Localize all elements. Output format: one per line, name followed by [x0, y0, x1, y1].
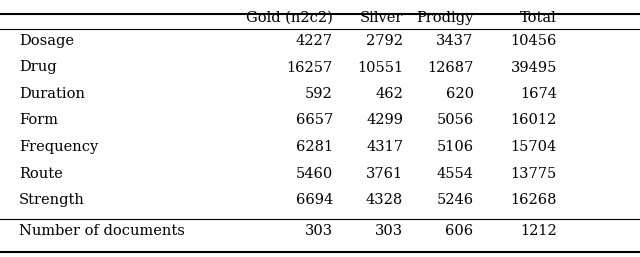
Text: 10551: 10551: [357, 60, 403, 75]
Text: 2792: 2792: [366, 34, 403, 48]
Text: 13775: 13775: [511, 167, 557, 180]
Text: 6281: 6281: [296, 140, 333, 154]
Text: 5056: 5056: [436, 114, 474, 127]
Text: Prodigy: Prodigy: [416, 11, 474, 25]
Text: 16257: 16257: [287, 60, 333, 75]
Text: 12687: 12687: [428, 60, 474, 75]
Text: Gold (n2c2): Gold (n2c2): [246, 11, 333, 25]
Text: Silver: Silver: [360, 11, 403, 25]
Text: Strength: Strength: [19, 193, 85, 207]
Text: Form: Form: [19, 114, 58, 127]
Text: 4317: 4317: [366, 140, 403, 154]
Text: 5106: 5106: [436, 140, 474, 154]
Text: Total: Total: [520, 11, 557, 25]
Text: 1212: 1212: [520, 224, 557, 238]
Text: 5246: 5246: [436, 193, 474, 207]
Text: 39495: 39495: [511, 60, 557, 75]
Text: 3437: 3437: [436, 34, 474, 48]
Text: 620: 620: [445, 87, 474, 101]
Text: Number of documents: Number of documents: [19, 224, 185, 238]
Text: 5460: 5460: [296, 167, 333, 180]
Text: 303: 303: [305, 224, 333, 238]
Text: 6694: 6694: [296, 193, 333, 207]
Text: 15704: 15704: [511, 140, 557, 154]
Text: 592: 592: [305, 87, 333, 101]
Text: 16012: 16012: [511, 114, 557, 127]
Text: 606: 606: [445, 224, 474, 238]
Text: 6657: 6657: [296, 114, 333, 127]
Text: 10456: 10456: [511, 34, 557, 48]
Text: Frequency: Frequency: [19, 140, 99, 154]
Text: 4554: 4554: [436, 167, 474, 180]
Text: 1674: 1674: [520, 87, 557, 101]
Text: 303: 303: [375, 224, 403, 238]
Text: Drug: Drug: [19, 60, 57, 75]
Text: Route: Route: [19, 167, 63, 180]
Text: 16268: 16268: [510, 193, 557, 207]
Text: 462: 462: [375, 87, 403, 101]
Text: 4227: 4227: [296, 34, 333, 48]
Text: Dosage: Dosage: [19, 34, 74, 48]
Text: 3761: 3761: [366, 167, 403, 180]
Text: Duration: Duration: [19, 87, 85, 101]
Text: 4328: 4328: [366, 193, 403, 207]
Text: 4299: 4299: [366, 114, 403, 127]
